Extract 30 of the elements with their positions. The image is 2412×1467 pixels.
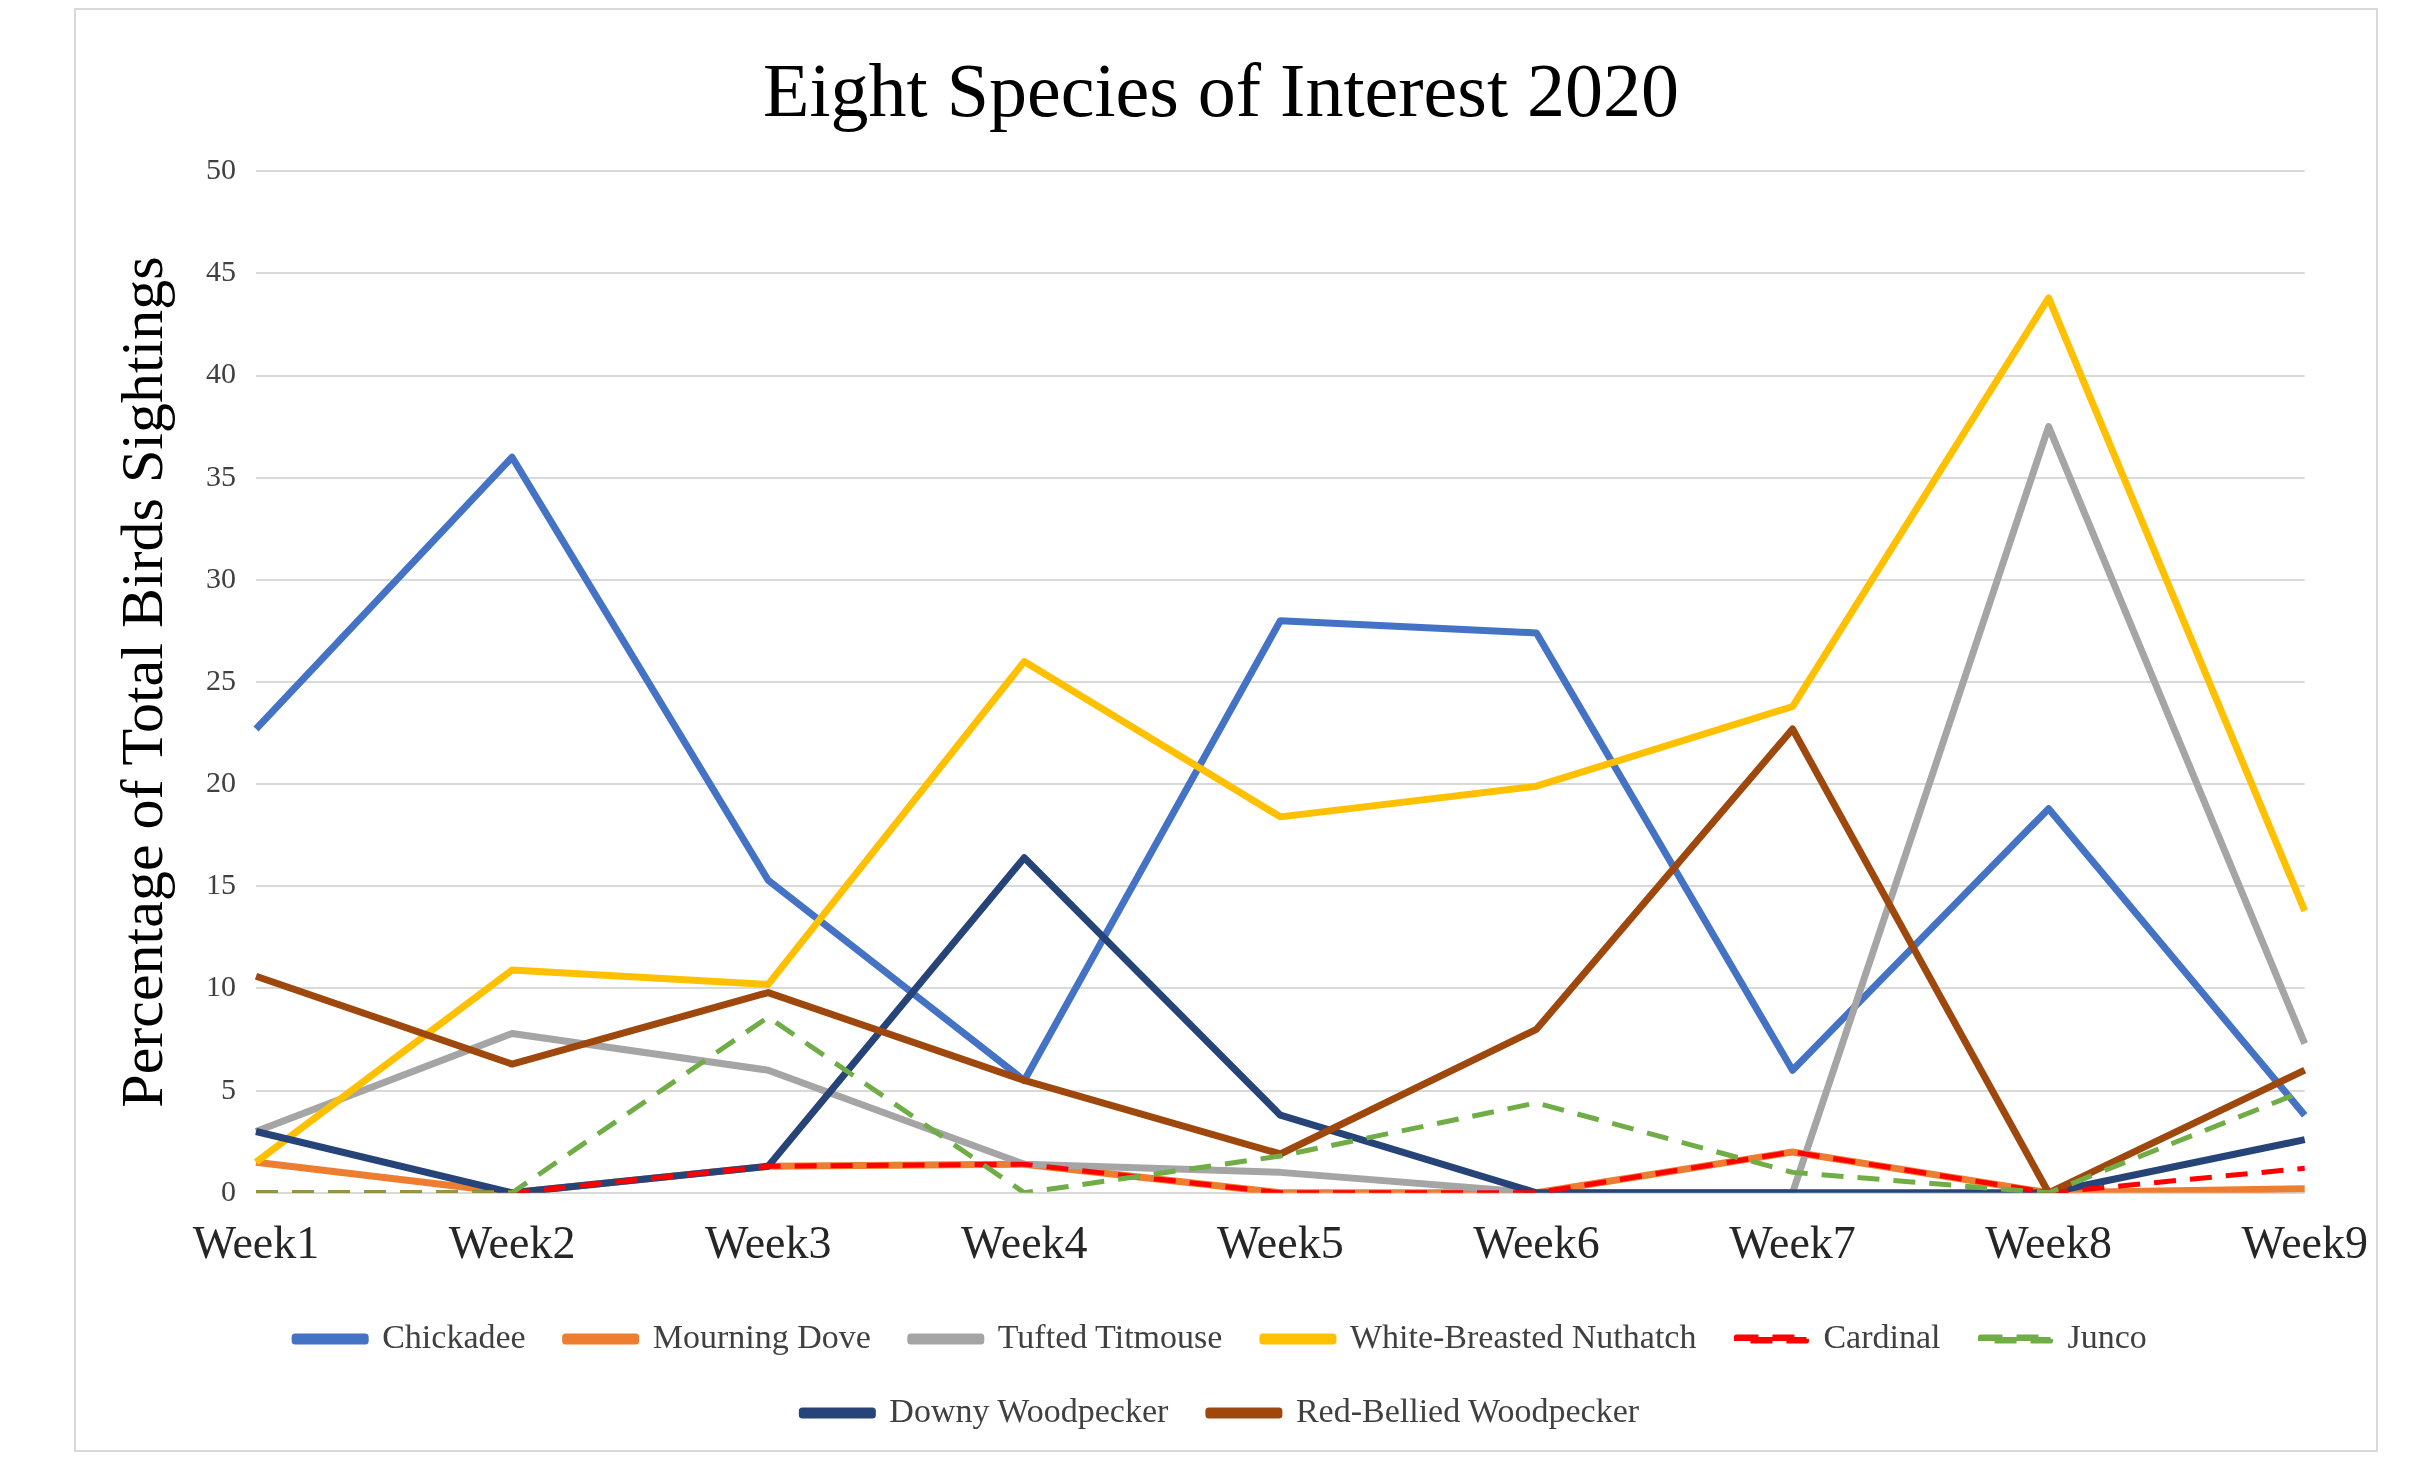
x-tick-label: Week4 bbox=[960, 1217, 1088, 1269]
x-tick-label: Week9 bbox=[2241, 1217, 2369, 1269]
x-tick-label: Week7 bbox=[1729, 1217, 1856, 1269]
y-tick-label: 25 bbox=[206, 662, 236, 696]
x-tick-label: Week3 bbox=[704, 1217, 832, 1269]
y-tick-label: 35 bbox=[206, 458, 236, 492]
legend-label: Tufted Titmouse bbox=[997, 1317, 1223, 1355]
y-tick-label: 30 bbox=[206, 560, 236, 594]
y-tick-label: 5 bbox=[221, 1071, 236, 1105]
y-tick-label: 15 bbox=[206, 867, 236, 901]
chart-title: Eight Species of Interest 2020 bbox=[762, 47, 1680, 132]
y-tick-label: 50 bbox=[206, 152, 236, 186]
y-tick-label: 0 bbox=[221, 1173, 236, 1207]
y-tick-label: 40 bbox=[206, 356, 236, 390]
x-tick-label: Week8 bbox=[1985, 1217, 2112, 1269]
legend-label: Cardinal bbox=[1823, 1317, 1941, 1355]
x-tick-label: Week2 bbox=[448, 1217, 576, 1269]
y-tick-label: 45 bbox=[206, 254, 236, 288]
legend-label: Chickadee bbox=[382, 1317, 526, 1355]
legend-label: Junco bbox=[2067, 1317, 2147, 1355]
y-axis-title: Percentage of Total Birds Sightings bbox=[108, 256, 175, 1108]
legend-label: White-Breasted Nuthatch bbox=[1349, 1317, 1697, 1355]
legend-label: Mourning Dove bbox=[652, 1317, 871, 1355]
x-tick-label: Week5 bbox=[1217, 1217, 1344, 1269]
legend-label: Red-Bellied Woodpecker bbox=[1295, 1391, 1640, 1429]
y-tick-label: 10 bbox=[206, 969, 236, 1003]
x-tick-label: Week6 bbox=[1473, 1217, 1600, 1269]
y-tick-label: 20 bbox=[206, 765, 236, 799]
x-tick-label: Week1 bbox=[192, 1217, 320, 1269]
legend-label: Downy Woodpecker bbox=[889, 1391, 1169, 1429]
